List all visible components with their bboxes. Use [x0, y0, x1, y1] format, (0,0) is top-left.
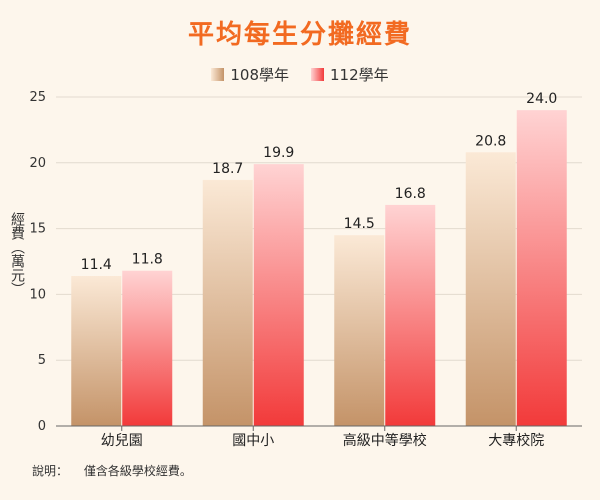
data-label: 20.8: [475, 133, 506, 149]
footnote: 說明： 僅含各級學校經費。: [32, 462, 192, 479]
bar-112學年: [122, 270, 173, 426]
y-axis-label: 經費（萬元）: [9, 212, 25, 296]
footnote-label: 說明：: [32, 464, 69, 478]
y-tick-label: 5: [38, 353, 46, 368]
legend-item-112: 112學年: [311, 64, 389, 85]
bar-108學年: [71, 275, 122, 426]
legend-swatch-108: [211, 68, 225, 81]
data-label: 19.9: [263, 145, 294, 161]
y-tick-label: 25: [29, 90, 46, 105]
bar-112學年: [253, 164, 304, 426]
bar-108學年: [465, 152, 516, 426]
legend: 108學年 112學年: [0, 64, 600, 85]
y-tick-label: 10: [29, 287, 46, 302]
x-tick-label: 大專校院: [488, 432, 544, 449]
data-label: 18.7: [212, 161, 243, 177]
legend-label-108: 108學年: [230, 66, 289, 84]
x-tick-label: 國中小: [232, 433, 274, 449]
bar-108學年: [334, 235, 385, 426]
data-label: 11.4: [81, 257, 112, 273]
bar-112學年: [516, 110, 567, 426]
data-label: 14.5: [344, 216, 375, 232]
y-tick-label: 15: [29, 222, 46, 237]
legend-label-112: 112學年: [330, 66, 389, 84]
bar-112學年: [385, 204, 436, 426]
y-tick-label: 20: [29, 156, 46, 171]
data-label: 16.8: [395, 186, 426, 202]
data-label: 24.0: [526, 91, 557, 107]
chart-title: 平均每生分攤經費: [187, 20, 412, 50]
bar-108學年: [202, 179, 253, 426]
y-tick-label: 0: [38, 419, 46, 434]
legend-swatch-112: [311, 68, 324, 81]
footnote-text: 僅含各級學校經費。: [83, 464, 192, 478]
legend-item-108: 108學年: [211, 64, 289, 85]
x-tick-label: 高級中等學校: [343, 432, 427, 449]
x-tick-label: 幼兒園: [101, 433, 143, 449]
data-label: 11.8: [132, 252, 163, 268]
